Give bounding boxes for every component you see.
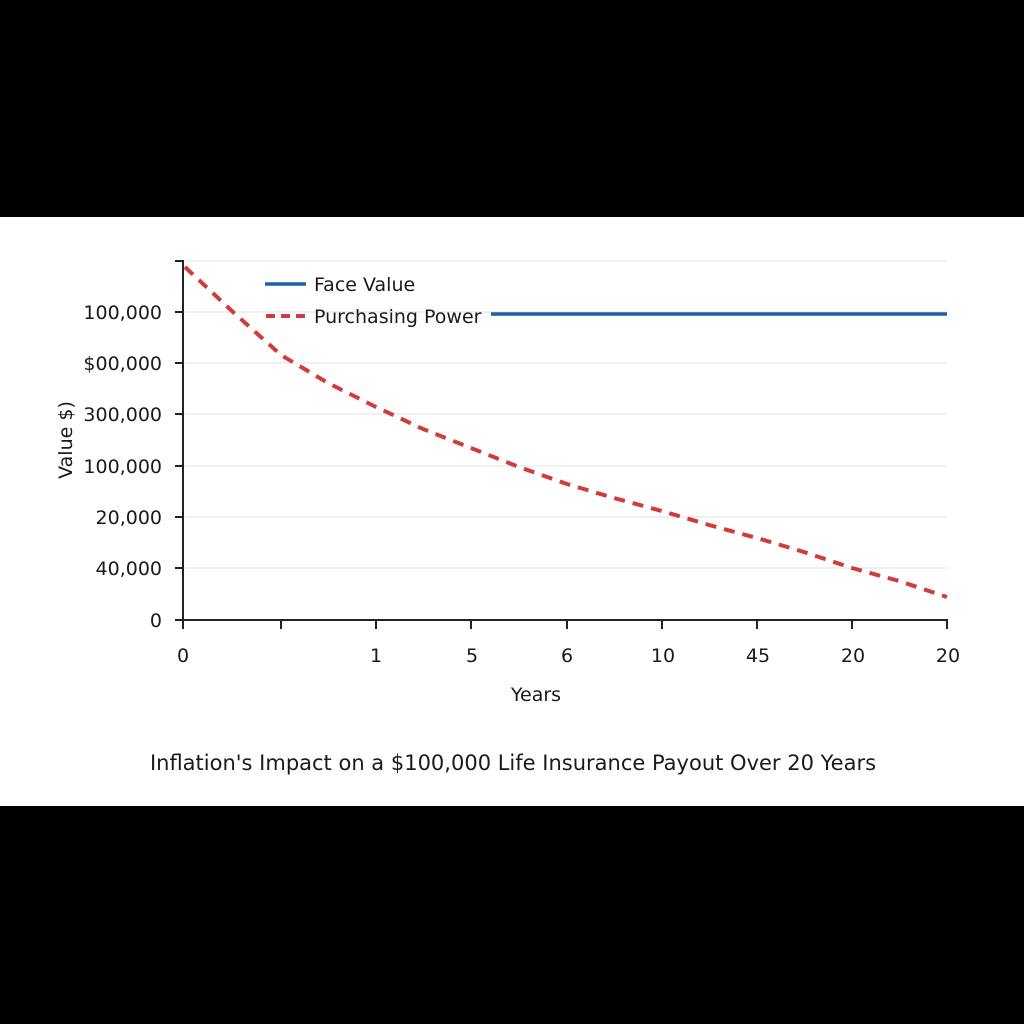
x-tick-labels: 0 1 5 6 10 45 20 20: [177, 645, 960, 667]
y-tick-label: 40,000: [96, 558, 162, 580]
y-tick-label: 100,000: [83, 302, 162, 324]
x-tick-label: 10: [651, 645, 675, 667]
y-axis-title: Value $): [55, 401, 77, 479]
y-tick-label: $00,000: [83, 353, 162, 375]
legend-item-purchasing-power: Purchasing Power: [266, 306, 482, 328]
y-tick-label: 100,000: [83, 456, 162, 478]
legend-item-face-value: Face Value: [265, 274, 415, 296]
x-axis-title: Years: [510, 684, 561, 706]
y-tick-label: 20,000: [96, 507, 162, 529]
x-tick-label: 5: [466, 645, 478, 667]
series-purchasing-power-line: [183, 265, 948, 599]
y-tick-label: 300,000: [83, 404, 162, 426]
y-tick-label: 0: [150, 610, 162, 632]
x-tick-label: 0: [177, 645, 189, 667]
x-tick-label: 1: [370, 645, 382, 667]
x-tick-label: 20: [936, 645, 960, 667]
chart-title: Inflation's Impact on a $100,000 Life In…: [150, 751, 876, 775]
legend-label: Purchasing Power: [314, 306, 482, 328]
x-tick-label: 6: [561, 645, 573, 667]
x-axis: [182, 619, 948, 629]
y-axis: [175, 260, 184, 622]
legend-label: Face Value: [314, 274, 415, 296]
x-tick-label: 20: [841, 645, 865, 667]
legend: Face Value Purchasing Power: [265, 274, 482, 328]
y-tick-labels: 100,000 $00,000 300,000 100,000 20,000 4…: [83, 302, 162, 632]
x-tick-label: 45: [746, 645, 770, 667]
gridlines: [185, 260, 947, 569]
